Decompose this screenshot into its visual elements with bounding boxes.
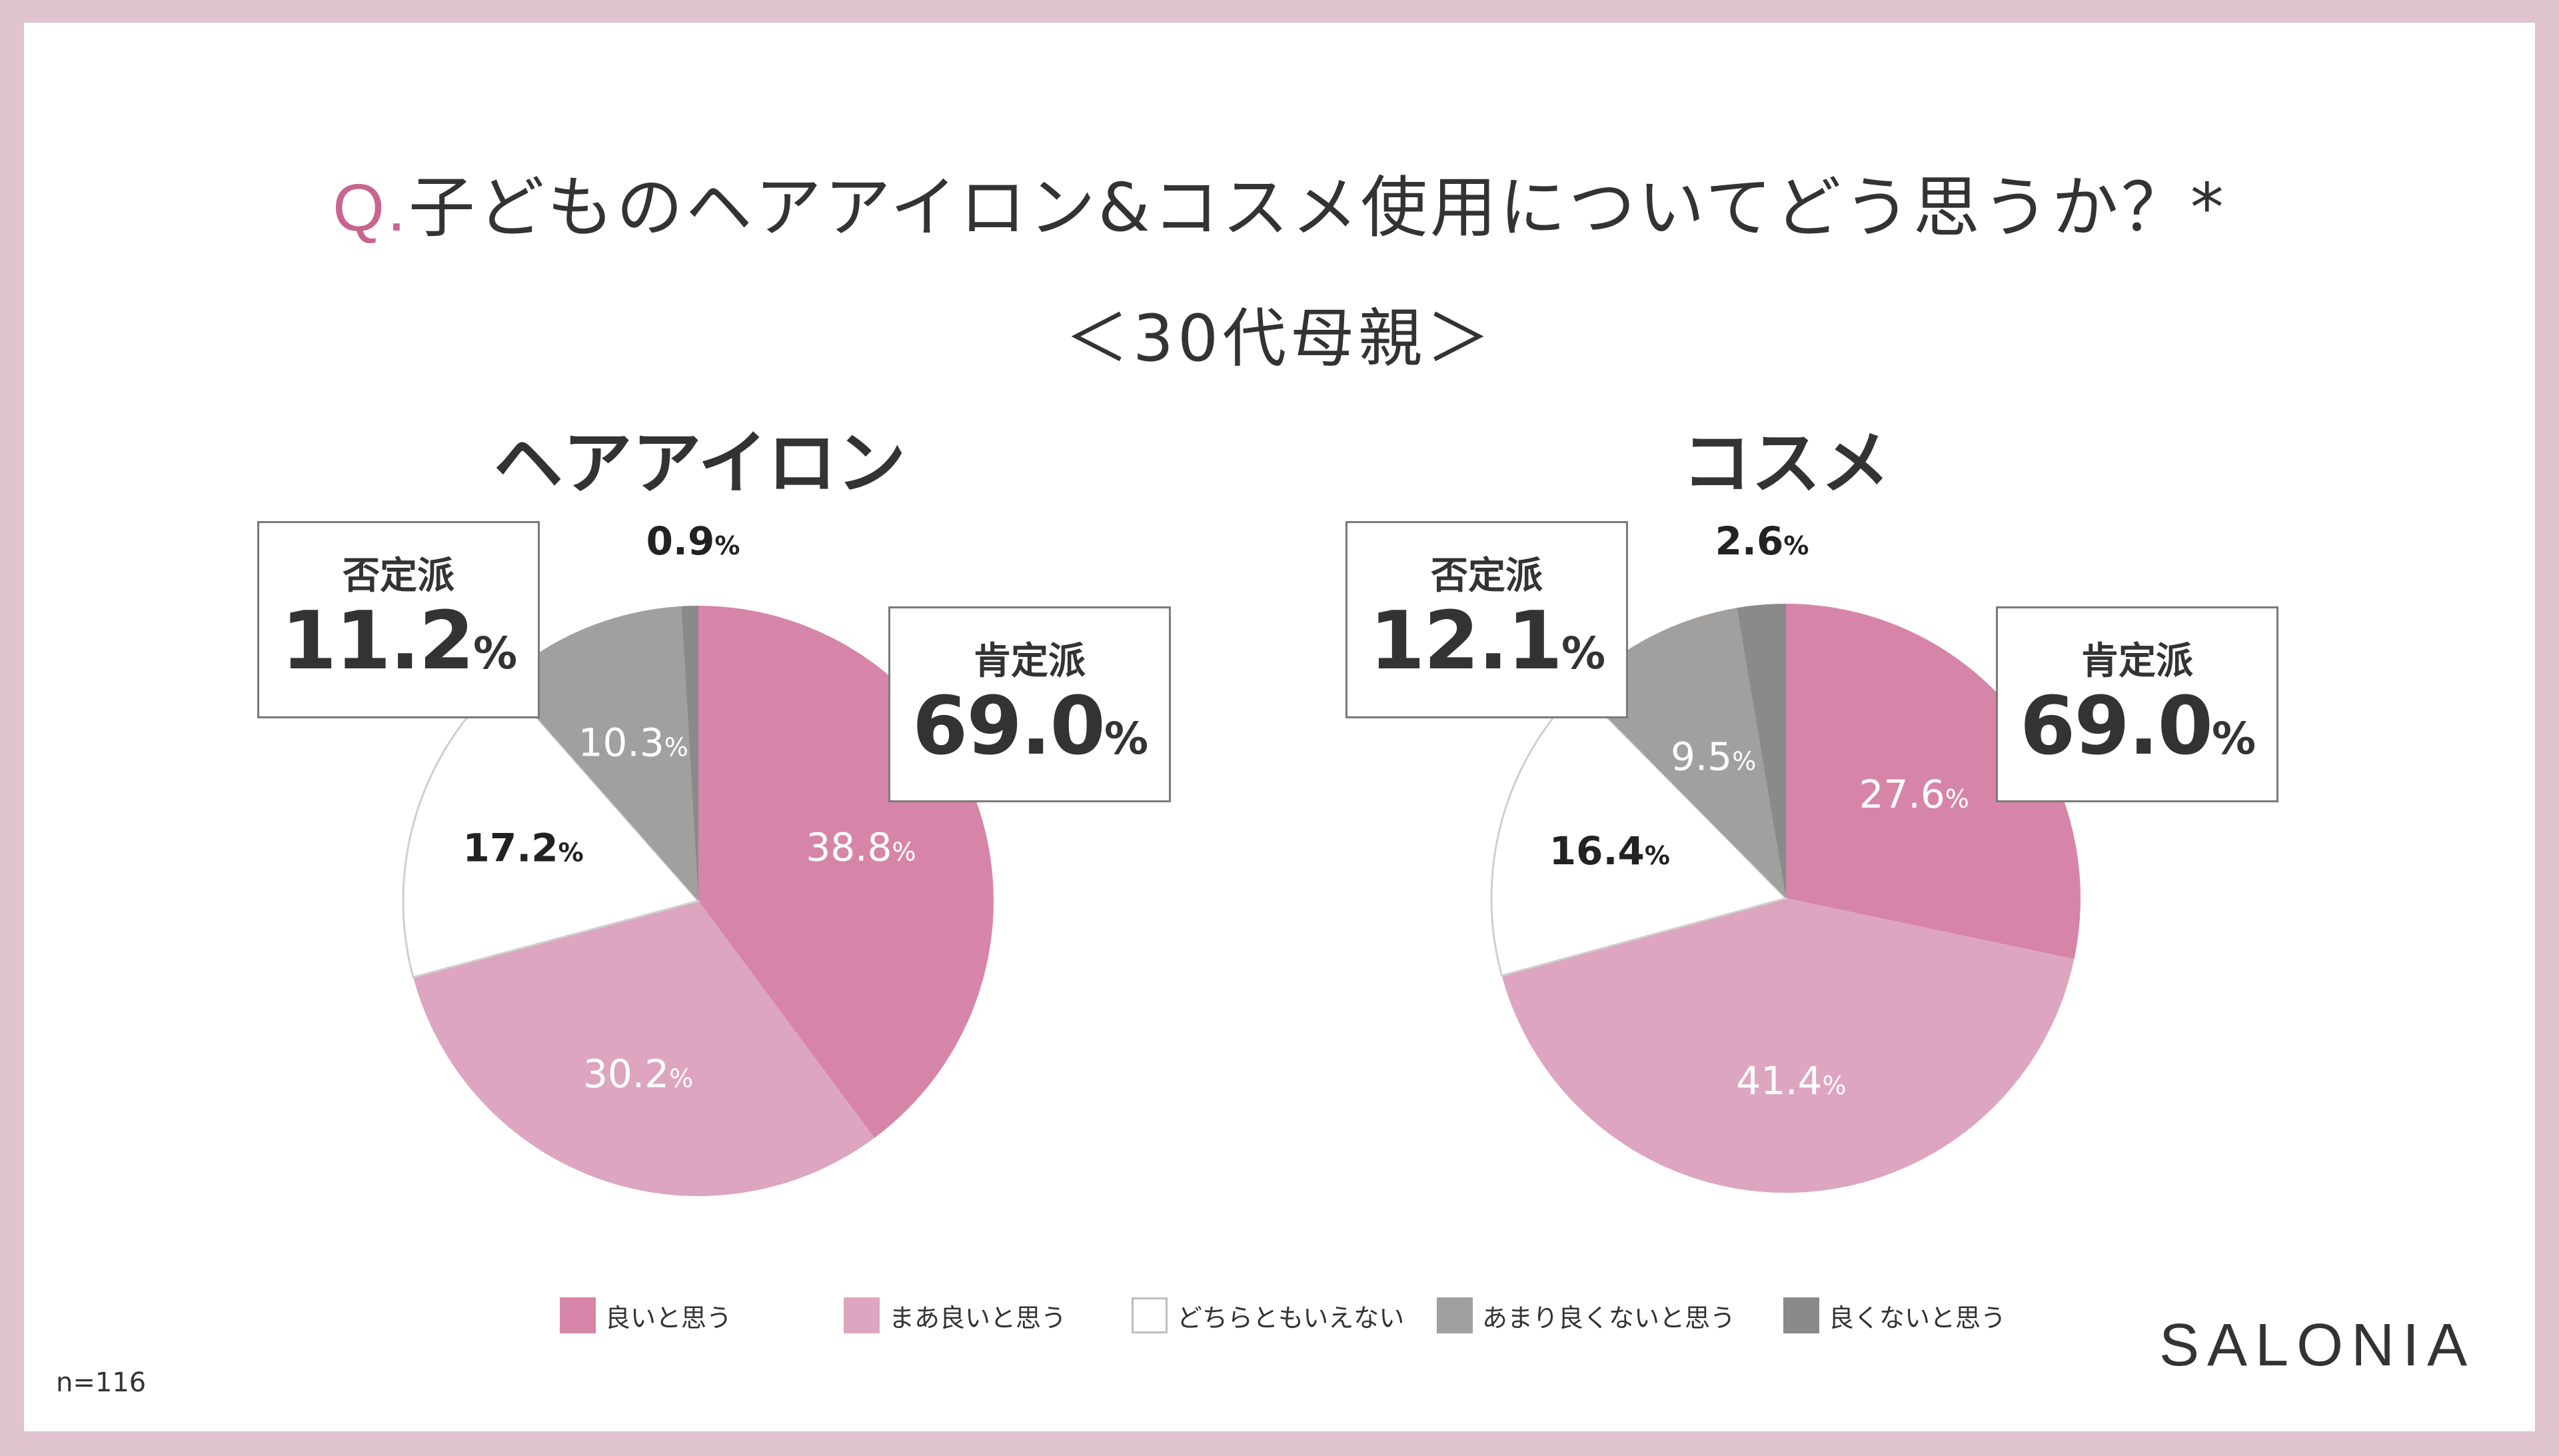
positive-value: 69.0% (2019, 680, 2256, 773)
legend-swatch (1132, 1297, 1168, 1333)
legend-label: 良いと思う (605, 1303, 732, 1333)
negative-label: 否定派 (343, 554, 454, 598)
legend-swatch (1437, 1297, 1473, 1333)
question-title: Q.子どものヘアアイロン&コスメ使用についてどう思うか？* (0, 153, 2559, 250)
legend-item-4: 良くないと思う (1783, 1295, 2006, 1335)
pie-slice-1-1 (1501, 898, 2075, 1193)
negative-value: 12.1% (1369, 595, 1605, 688)
subtitle: ＜30代母親＞ (1064, 301, 1495, 376)
pie-slice-0-1 (413, 901, 875, 1196)
chart-title-hair-iron: ヘアアイロン (493, 422, 906, 504)
chart-title-cosme: コスメ (1681, 422, 1890, 504)
pie-slice-1-0 (1786, 604, 2081, 960)
negative-box-hair-iron: 否定派 11.2% (257, 521, 540, 718)
positive-label: 肯定派 (974, 640, 1086, 683)
legend-swatch (844, 1297, 880, 1333)
legend-swatch (1783, 1297, 1819, 1333)
pie-slice-1-3 (1579, 608, 1786, 898)
legend-item-2: どちらともいえない (1132, 1295, 1404, 1335)
negative-label: 否定派 (1431, 554, 1543, 598)
legend-item-0: 良いと思う (560, 1295, 732, 1335)
negative-value: 11.2% (281, 595, 517, 688)
legend-item-3: あまり良くないと思う (1437, 1295, 1735, 1335)
negative-box-cosme: 否定派 12.1% (1345, 521, 1628, 718)
pie-slice-0-3 (503, 606, 698, 901)
question-text: 子どものヘアアイロン&コスメ使用についてどう思うか？* (408, 169, 2226, 247)
slice-value-label: 2.6% (1715, 518, 1809, 564)
pie-slice-0-4 (681, 606, 698, 901)
legend-label: どちらともいえない (1177, 1303, 1405, 1333)
legend-label: 良くないと思う (1829, 1303, 2007, 1333)
positive-box-hair-iron: 肯定派 69.0% (888, 606, 1171, 802)
slice-value-label: 0.9% (646, 518, 740, 564)
positive-box-cosme: 肯定派 69.0% (1996, 606, 2278, 802)
salonia-logo: SALONIA (2159, 1312, 2476, 1379)
legend-swatch (560, 1297, 596, 1333)
positive-value: 69.0% (912, 680, 1148, 773)
positive-label: 肯定派 (2081, 640, 2193, 683)
legend-label: まあ良いと思う (889, 1303, 1067, 1333)
legend-item-1: まあ良いと思う (844, 1295, 1066, 1335)
question-prefix: Q. (333, 171, 409, 245)
legend-label: あまり良くないと思う (1482, 1303, 1736, 1333)
pie-slice-1-4 (1737, 604, 1786, 898)
sample-size-note: n=116 (56, 1367, 147, 1398)
